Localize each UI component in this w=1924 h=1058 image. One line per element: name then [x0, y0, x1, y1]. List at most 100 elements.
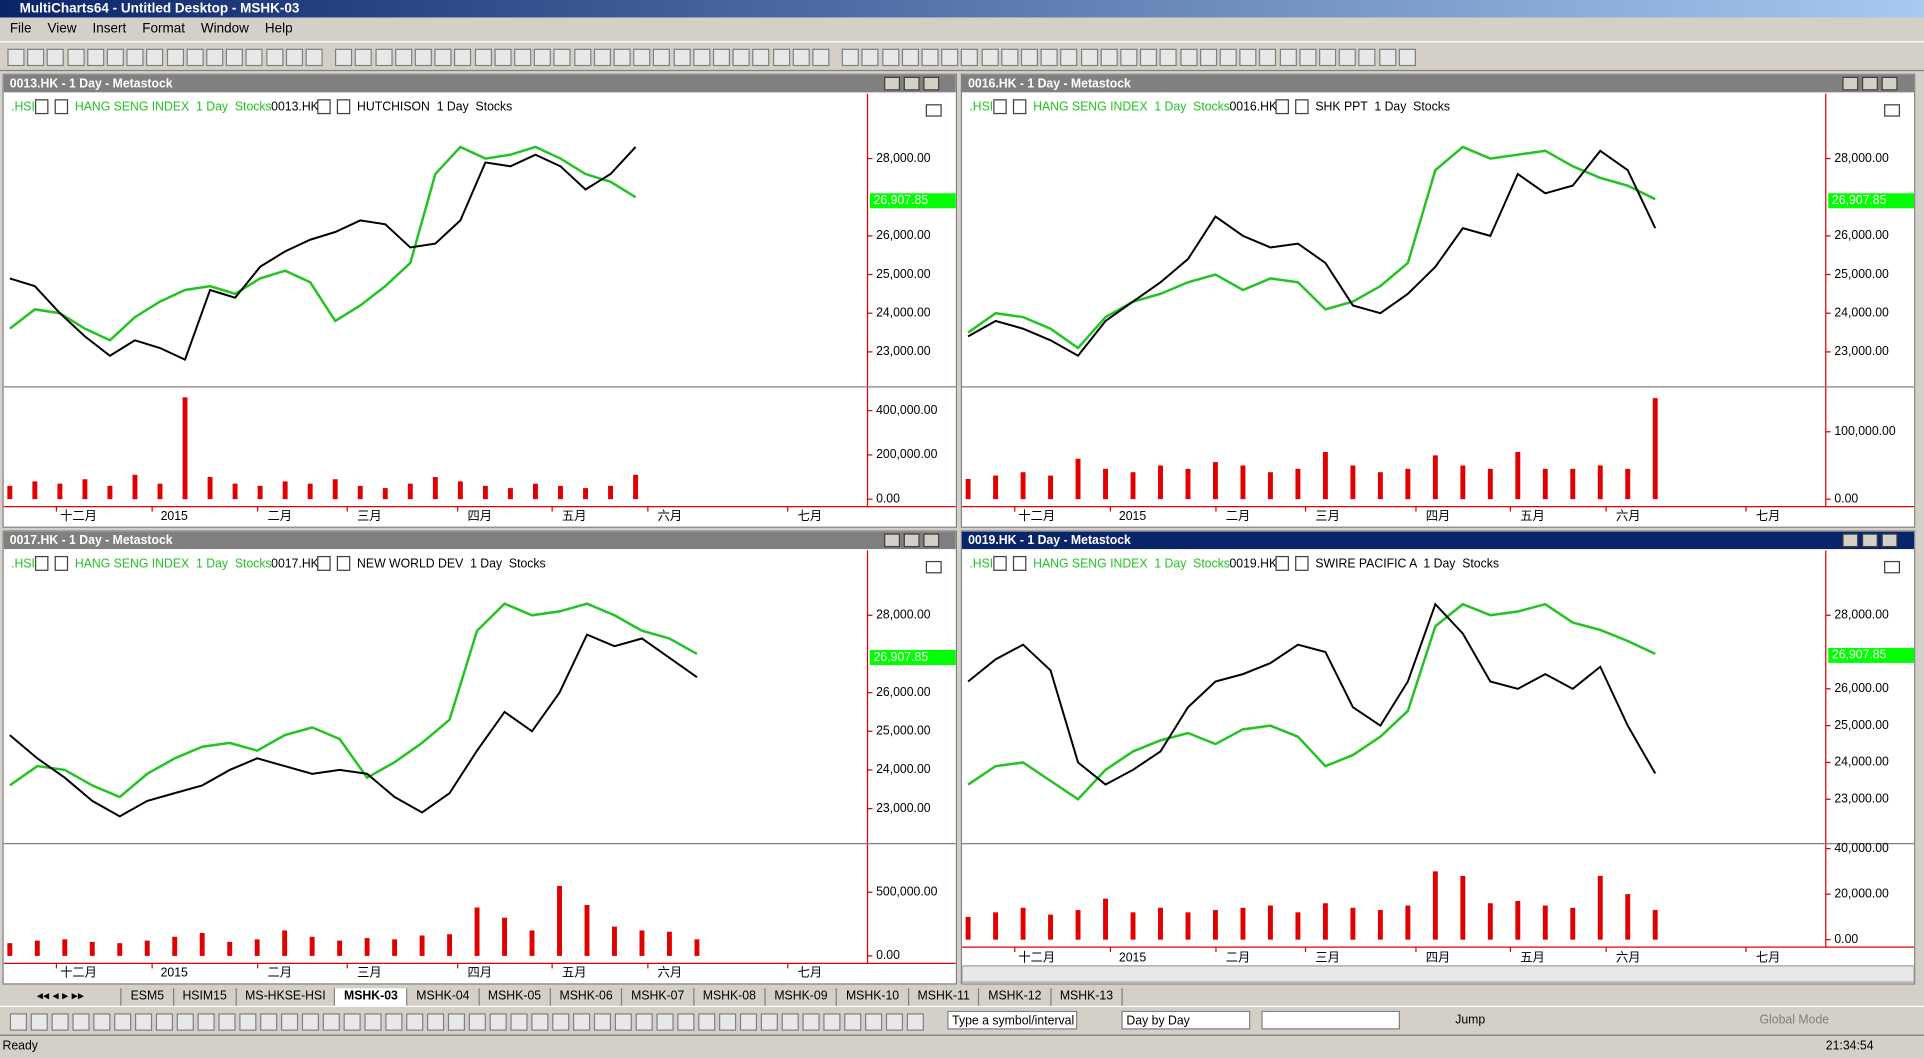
drawing-tool[interactable]: [719, 1013, 737, 1031]
drawing-tool[interactable]: [218, 1013, 236, 1031]
drawing-tool[interactable]: [698, 1013, 716, 1031]
drawing-tool[interactable]: [385, 1013, 403, 1031]
toolbar-button[interactable]: [712, 48, 731, 67]
toolbar-button[interactable]: [66, 48, 85, 67]
desktop-tab[interactable]: MSHK-10: [837, 988, 909, 1006]
desktop-tab[interactable]: ESM5: [122, 988, 174, 1006]
toolbar-button[interactable]: [1100, 48, 1118, 67]
toolbar-button[interactable]: [245, 48, 264, 67]
toolbar-button[interactable]: [494, 48, 512, 67]
toolbar-button[interactable]: [812, 48, 830, 67]
desktop-tab[interactable]: MSHK-07: [623, 988, 695, 1006]
toolbar-button[interactable]: [573, 48, 591, 67]
desktop-tab[interactable]: MSHK-08: [694, 988, 766, 1006]
drawing-tool[interactable]: [802, 1013, 820, 1031]
drawing-tool[interactable]: [760, 1013, 778, 1031]
toolbar-button[interactable]: [752, 48, 770, 67]
drawing-tool[interactable]: [322, 1013, 340, 1031]
drawing-tool[interactable]: [885, 1013, 904, 1031]
toolbar-button[interactable]: [593, 48, 611, 67]
toolbar-button[interactable]: [206, 48, 224, 67]
drawing-tool[interactable]: [30, 1013, 48, 1031]
drawing-tool[interactable]: [823, 1013, 841, 1031]
toolbar-button[interactable]: [1060, 48, 1078, 67]
symbol-input[interactable]: Type a symbol/interval: [947, 1010, 1078, 1030]
tab-nav[interactable]: ◂◂ ◂ ▸ ▸▸: [0, 988, 123, 1006]
toolbar-button[interactable]: [1219, 48, 1237, 67]
interval-select[interactable]: [1261, 1010, 1401, 1030]
toolbar-button[interactable]: [1319, 48, 1337, 67]
menu-item[interactable]: View: [47, 21, 77, 37]
toolbar-button[interactable]: [1378, 48, 1396, 67]
toolbar-button[interactable]: [434, 48, 452, 67]
menu-item[interactable]: Window: [200, 21, 249, 37]
toolbar-button[interactable]: [1259, 48, 1277, 67]
drawing-tool[interactable]: [593, 1013, 612, 1031]
menu-item[interactable]: Insert: [92, 21, 127, 37]
menu-item[interactable]: Help: [264, 21, 293, 37]
toolbar-button[interactable]: [1040, 48, 1058, 67]
toolbar-button[interactable]: [335, 48, 353, 67]
drawing-tool[interactable]: [197, 1013, 215, 1031]
toolbar-button[interactable]: [613, 48, 631, 67]
toolbar-button[interactable]: [1398, 48, 1416, 67]
desktop-tab[interactable]: MSHK-05: [479, 988, 551, 1006]
toolbar-button[interactable]: [772, 48, 790, 67]
toolbar-button[interactable]: [7, 48, 25, 67]
toolbar-button[interactable]: [166, 48, 184, 67]
drawing-tool[interactable]: [531, 1013, 549, 1031]
desktop-tab[interactable]: MSHK-06: [551, 988, 623, 1006]
toolbar-button[interactable]: [186, 48, 204, 67]
toolbar-button[interactable]: [1299, 48, 1317, 67]
jump-button[interactable]: Jump: [1455, 1013, 1486, 1028]
drawing-tool[interactable]: [364, 1013, 382, 1031]
toolbar-button[interactable]: [841, 48, 860, 67]
toolbar-button[interactable]: [126, 48, 144, 67]
drawing-tool[interactable]: [865, 1013, 883, 1031]
toolbar-button[interactable]: [961, 48, 979, 67]
toolbar-button[interactable]: [941, 48, 959, 67]
toolbar-button[interactable]: [633, 48, 651, 67]
drawing-tool[interactable]: [406, 1013, 424, 1031]
toolbar-button[interactable]: [106, 48, 124, 67]
toolbar-button[interactable]: [285, 48, 303, 67]
toolbar-button[interactable]: [394, 48, 413, 67]
drawing-tool[interactable]: [906, 1013, 924, 1031]
drawing-tool[interactable]: [93, 1013, 111, 1031]
toolbar-button[interactable]: [1239, 48, 1257, 67]
drawing-tool[interactable]: [510, 1013, 528, 1031]
drawing-tool[interactable]: [739, 1013, 758, 1031]
toolbar-button[interactable]: [454, 48, 472, 67]
drawing-tool[interactable]: [489, 1013, 507, 1031]
drawing-tool[interactable]: [677, 1013, 695, 1031]
toolbar-button[interactable]: [1279, 48, 1297, 67]
toolbar-button[interactable]: [86, 48, 105, 67]
playback-mode-select[interactable]: Day by Day: [1121, 1010, 1251, 1030]
drawing-tool[interactable]: [51, 1013, 69, 1031]
drawing-tool[interactable]: [9, 1013, 27, 1031]
drawing-tool[interactable]: [176, 1013, 194, 1031]
toolbar-button[interactable]: [653, 48, 671, 67]
drawing-tool[interactable]: [781, 1013, 799, 1031]
drawing-tool[interactable]: [552, 1013, 570, 1031]
toolbar-button[interactable]: [1358, 48, 1376, 67]
drawing-tool[interactable]: [635, 1013, 653, 1031]
toolbar-button[interactable]: [533, 48, 552, 67]
toolbar-button[interactable]: [225, 48, 244, 67]
toolbar-button[interactable]: [474, 48, 492, 67]
drawing-tool[interactable]: [447, 1013, 466, 1031]
desktop-tab[interactable]: MSHK-13: [1051, 988, 1123, 1006]
toolbar-button[interactable]: [414, 48, 432, 67]
menu-item[interactable]: Format: [142, 21, 185, 37]
toolbar-button[interactable]: [901, 48, 919, 67]
toolbar-button[interactable]: [1179, 48, 1198, 67]
toolbar-button[interactable]: [146, 48, 164, 67]
toolbar-button[interactable]: [1140, 48, 1158, 67]
toolbar-button[interactable]: [921, 48, 939, 67]
drawing-tool[interactable]: [114, 1013, 132, 1031]
toolbar-button[interactable]: [693, 48, 711, 67]
toolbar-button[interactable]: [47, 48, 65, 67]
drawing-tool[interactable]: [573, 1013, 591, 1031]
toolbar-button[interactable]: [1199, 48, 1217, 67]
drawing-tool[interactable]: [844, 1013, 862, 1031]
